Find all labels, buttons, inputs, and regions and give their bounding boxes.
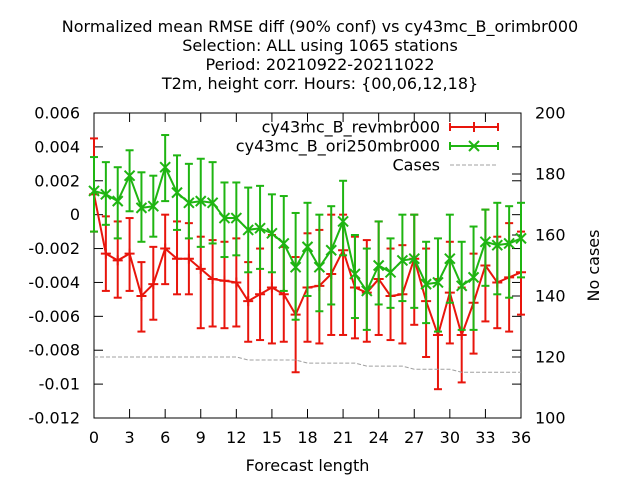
data-point (171, 186, 183, 199)
x-tick-label: 27 (404, 428, 424, 447)
data-point (337, 215, 349, 228)
data-point (432, 276, 444, 289)
data-point (325, 244, 337, 256)
data-point (266, 227, 278, 240)
data-point (172, 253, 183, 264)
y2-tick-label: 180 (535, 165, 566, 184)
data-point (160, 243, 171, 254)
data-point (219, 275, 230, 286)
data-point (254, 222, 266, 234)
x-tick-label: 15 (262, 428, 282, 447)
data-point (124, 248, 135, 259)
data-point (112, 195, 124, 207)
series-cases (94, 356, 521, 373)
x-tick-label: 21 (333, 428, 353, 447)
y-tick-label: 0.002 (34, 171, 80, 190)
chart-title-line: Normalized mean RMSE diff (90% conf) vs … (62, 17, 578, 37)
data-point (349, 268, 361, 280)
data-point (135, 202, 148, 214)
y-tick-label: 0.004 (34, 137, 80, 156)
data-point (123, 169, 136, 182)
data-point (195, 195, 207, 207)
data-point (301, 241, 314, 253)
x-tick-label: 24 (368, 428, 388, 447)
data-point (195, 263, 206, 274)
y2-axis-label: No cases (584, 230, 603, 302)
x-tick-label: 30 (440, 428, 460, 447)
y-tick-label: -0.006 (28, 307, 80, 326)
data-point (207, 274, 218, 285)
data-point (148, 279, 159, 290)
data-point (88, 185, 100, 197)
legend-marker (468, 140, 480, 152)
y-tick-label: -0.008 (28, 341, 80, 360)
data-point (147, 200, 160, 212)
x-axis-label: Forecast length (246, 456, 370, 475)
data-point (444, 253, 456, 265)
data-point (242, 224, 254, 236)
y2-tick-label: 100 (535, 409, 566, 428)
data-point (100, 188, 112, 201)
chart-title-line: Period: 20210922-20211022 (205, 55, 434, 74)
data-point (313, 261, 326, 273)
cases-line (94, 356, 521, 373)
data-point (183, 253, 194, 264)
x-tick-label: 3 (124, 428, 134, 447)
legend-label: cy43mc_B_revmbr000 (262, 118, 440, 138)
x-tick-label: 18 (297, 428, 317, 447)
data-point (361, 285, 373, 297)
data-point (230, 212, 243, 224)
data-point (420, 278, 432, 290)
x-tick-label: 6 (160, 428, 170, 447)
data-point (456, 329, 467, 340)
data-point (136, 291, 147, 301)
y-tick-label: -0.01 (39, 375, 80, 394)
legend-label: Cases (393, 156, 441, 175)
data-point (100, 248, 111, 259)
data-point (408, 253, 420, 265)
data-point (372, 259, 385, 272)
data-point (206, 197, 219, 209)
legend-label: cy43mc_B_ori250mbr000 (236, 137, 440, 157)
data-point (112, 255, 123, 266)
chart-title-line: T2m, height corr. Hours: {00,06,12,18} (161, 74, 478, 93)
x-tick-label: 12 (226, 428, 246, 447)
y2-tick-label: 120 (535, 348, 566, 367)
data-point (515, 232, 527, 245)
data-point (231, 277, 242, 288)
data-point (159, 161, 171, 173)
data-point (467, 271, 480, 284)
y2-tick-label: 140 (535, 287, 566, 306)
data-point (266, 282, 277, 293)
data-point (396, 254, 409, 267)
y2-tick-label: 200 (535, 104, 566, 123)
data-point (278, 237, 290, 250)
y-tick-label: -0.002 (28, 239, 80, 258)
data-point (243, 296, 254, 307)
x-tick-label: 0 (89, 428, 99, 447)
y-tick-label: 0.006 (34, 104, 80, 123)
y-tick-label: -0.004 (28, 273, 80, 292)
data-point (289, 261, 302, 273)
chart-title-line: Selection: ALL using 1065 stations (182, 36, 458, 55)
data-point (455, 280, 468, 292)
x-tick-label: 9 (196, 428, 206, 447)
x-tick-label: 33 (475, 428, 495, 447)
legend-marker (469, 122, 479, 132)
data-point (255, 289, 266, 300)
y2-tick-label: 160 (535, 226, 566, 245)
y-tick-label: 0 (70, 205, 80, 224)
y-tick-label: -0.012 (28, 409, 80, 428)
data-point (183, 197, 195, 209)
data-point (218, 212, 231, 224)
data-point (384, 266, 397, 278)
data-point (491, 239, 503, 251)
series-ori250mbr000 (88, 134, 527, 333)
x-tick-label: 36 (511, 428, 531, 447)
data-point (503, 237, 515, 250)
data-point (479, 236, 492, 248)
